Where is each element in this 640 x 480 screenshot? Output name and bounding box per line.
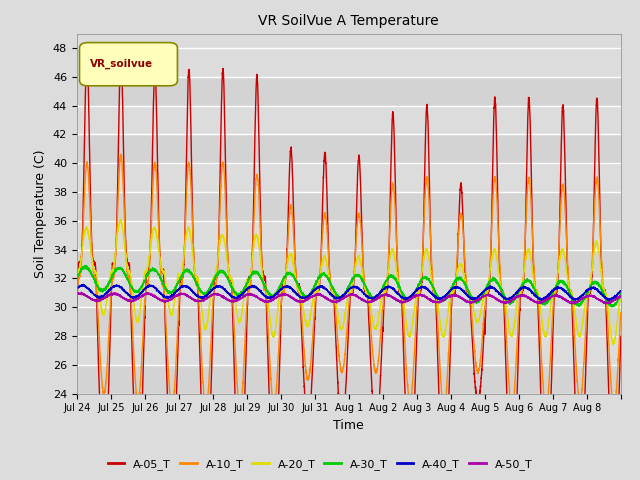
A-40_T [369,295,377,301]
Legend: A-05_T, A-10_T, A-20_T, A-30_T, A-40_T, A-50_T: A-05_T, A-10_T, A-20_T, A-30_T, A-40_T, … [103,455,537,474]
Line: A-30_T: A-30_T [77,266,621,307]
A-20_T [609,342,617,348]
X-axis label: Time: Time [333,419,364,432]
A-30_T [82,263,90,269]
Text: VR_soilvue: VR_soilvue [90,59,154,69]
Line: A-40_T: A-40_T [77,285,621,300]
A-40_T [398,294,406,300]
A-20_T [117,216,125,222]
A-05_T [73,308,81,313]
A-05_T [617,333,625,339]
A-30_T [73,276,81,282]
Title: VR SoilVue A Temperature: VR SoilVue A Temperature [259,14,439,28]
A-10_T [186,165,194,170]
A-20_T [617,292,625,298]
A-30_T [369,296,377,302]
A-05_T [369,406,377,411]
A-50_T [73,291,81,297]
A-20_T [398,292,406,298]
A-50_T [186,294,193,300]
A-30_T [398,290,406,296]
A-20_T [498,288,506,294]
A-40_T [539,297,547,302]
A-40_T [617,288,625,294]
A-40_T [73,286,81,291]
A-05_T [83,50,91,56]
A-10_T [617,310,625,315]
A-20_T [539,324,547,329]
A-50_T [398,300,406,305]
A-10_T [398,297,406,302]
Y-axis label: Soil Temperature (C): Soil Temperature (C) [35,149,47,278]
A-50_T [498,299,506,304]
A-30_T [498,287,506,292]
A-40_T [186,285,193,290]
A-05_T [539,449,547,455]
Bar [77,192,621,221]
A-40_T [525,285,532,291]
A-40_T [498,293,506,299]
Bar [77,365,621,394]
A-30_T [186,268,193,274]
Line: A-20_T: A-20_T [77,219,621,345]
A-50_T [369,298,377,304]
Bar [77,307,621,336]
A-05_T [398,306,406,312]
A-30_T [617,292,625,298]
A-05_T [186,76,193,82]
A-20_T [186,228,193,233]
A-50_T [77,289,85,295]
A-30_T [609,304,616,310]
A-20_T [73,271,81,276]
A-20_T [525,246,532,252]
A-20_T [369,319,377,324]
FancyBboxPatch shape [79,43,177,86]
A-05_T [525,95,532,100]
Line: A-50_T: A-50_T [77,292,621,304]
A-50_T [617,294,625,300]
A-10_T [499,287,506,293]
A-30_T [539,299,547,305]
Line: A-10_T: A-10_T [77,155,621,409]
A-10_T [168,407,176,412]
A-40_T [80,282,88,288]
A-50_T [568,301,576,307]
Bar [77,77,621,106]
A-50_T [525,294,532,300]
A-10_T [369,354,377,360]
Bar [77,134,621,163]
A-30_T [525,278,532,284]
A-10_T [117,152,125,157]
Bar [77,250,621,278]
A-10_T [73,293,81,299]
A-10_T [539,380,547,385]
Line: A-05_T: A-05_T [77,53,621,480]
A-05_T [498,289,506,295]
A-10_T [525,175,532,180]
A-50_T [539,299,547,305]
A-40_T [604,298,612,303]
